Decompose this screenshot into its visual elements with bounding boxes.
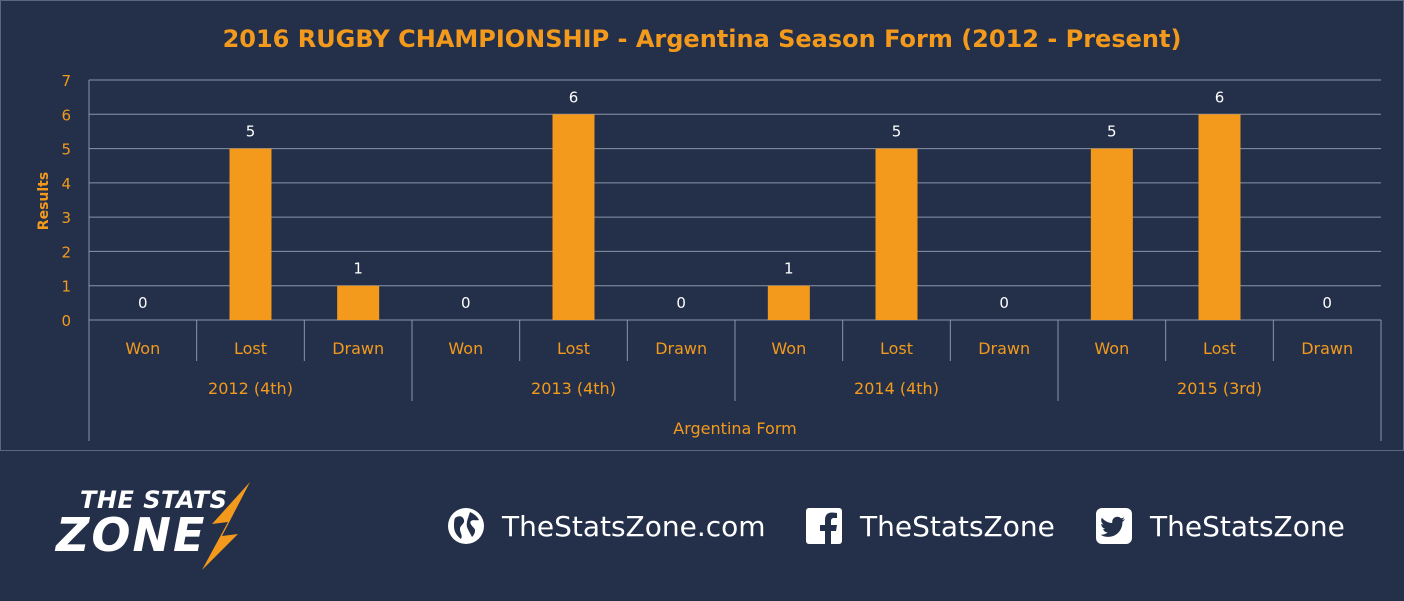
- group-label: 2015 (3rd): [1177, 379, 1262, 398]
- category-label-drawn: Drawn: [332, 339, 384, 358]
- category-label-drawn: Drawn: [655, 339, 707, 358]
- bar-2013-4th--lost: [552, 114, 595, 321]
- data-label: 1: [353, 260, 363, 278]
- y-axis-label: Results: [36, 172, 52, 230]
- y-tick-label-4: 4: [61, 175, 71, 193]
- bar-chart: 2016 RUGBY CHAMPIONSHIP - Argentina Seas…: [36, 25, 1382, 441]
- y-tick-label-5: 5: [61, 141, 71, 159]
- lightning-bolt-icon: [202, 482, 250, 570]
- data-label: 0: [676, 294, 686, 312]
- category-label-won: Won: [448, 339, 483, 358]
- category-label-won: Won: [125, 339, 160, 358]
- category-label-won: Won: [771, 339, 806, 358]
- twitter-icon: [1096, 508, 1132, 544]
- facebook-text: TheStatsZone: [860, 509, 1055, 543]
- data-label: 5: [246, 123, 256, 141]
- data-label: 6: [569, 88, 579, 106]
- data-label: 5: [1107, 123, 1117, 141]
- group-label: 2014 (4th): [854, 379, 939, 398]
- category-label-won: Won: [1094, 339, 1129, 358]
- category-label-lost: Lost: [880, 339, 913, 358]
- data-label: 6: [1215, 88, 1225, 106]
- facebook-icon: [806, 508, 842, 546]
- axes: 0 1 2 3 4 5 6 7: [61, 72, 1382, 441]
- bar-2012-4th--drawn: [337, 285, 380, 320]
- website-link[interactable]: TheStatsZone.com: [446, 504, 766, 548]
- data-label: 1: [784, 260, 794, 278]
- chart-panel: 2016 RUGBY CHAMPIONSHIP - Argentina Seas…: [0, 0, 1404, 451]
- group-label: 2013 (4th): [531, 379, 616, 398]
- y-tick-label-1: 1: [61, 278, 71, 296]
- data-label: 5: [892, 123, 902, 141]
- category-label-lost: Lost: [557, 339, 590, 358]
- category-labels: Won Lost Drawn Won Lost Drawn Won Lost Drawn Won L…: [125, 339, 1353, 398]
- facebook-link[interactable]: TheStatsZone: [804, 504, 1055, 548]
- stats-zone-logo: THE STATS ZONE: [52, 478, 302, 573]
- bar-2015-3rd--won: [1090, 148, 1133, 320]
- bar-2012-4th--lost: [229, 148, 272, 320]
- logo-text-line1: THE STATS: [80, 486, 228, 514]
- x-axis-label: Argentina Form: [673, 419, 796, 438]
- bars: [229, 114, 1241, 321]
- bar-2015-3rd--lost: [1198, 114, 1241, 321]
- y-tick-label-6: 6: [61, 106, 71, 124]
- category-label-lost: Lost: [1203, 339, 1236, 358]
- website-text: TheStatsZone.com: [502, 509, 766, 543]
- globe-icon: [448, 508, 484, 544]
- data-label: 0: [461, 294, 471, 312]
- category-label-drawn: Drawn: [978, 339, 1030, 358]
- category-label-lost: Lost: [234, 339, 267, 358]
- category-label-drawn: Drawn: [1301, 339, 1353, 358]
- twitter-link[interactable]: TheStatsZone: [1094, 504, 1345, 548]
- group-label: 2012 (4th): [208, 379, 293, 398]
- logo-text-line2: ZONE: [56, 508, 207, 562]
- y-tick-label-0: 0: [61, 312, 71, 330]
- bar-2014-4th--lost: [875, 148, 918, 320]
- y-tick-label-7: 7: [61, 72, 71, 90]
- chart-title: 2016 RUGBY CHAMPIONSHIP - Argentina Seas…: [223, 25, 1182, 53]
- bar-2014-4th--won: [767, 285, 810, 320]
- data-label: 0: [138, 294, 148, 312]
- y-tick-label-2: 2: [61, 243, 71, 261]
- data-label: 0: [999, 294, 1009, 312]
- y-tick-label-3: 3: [61, 209, 71, 227]
- twitter-text: TheStatsZone: [1150, 509, 1345, 543]
- gridlines: [89, 79, 1381, 321]
- data-label: 0: [1322, 294, 1332, 312]
